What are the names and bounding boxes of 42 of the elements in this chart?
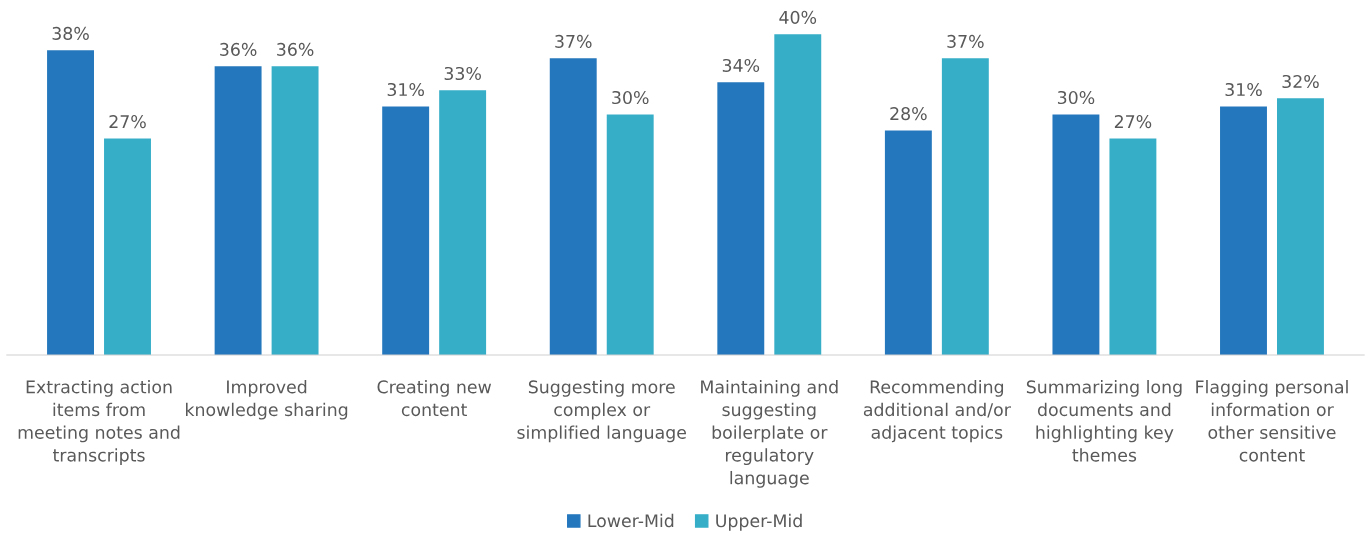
- x-tick-label: Summarizing long documents and highlighting key themes: [1026, 380, 1182, 462]
- data-label: 30%: [1057, 90, 1095, 105]
- bar: [271, 66, 319, 355]
- data-label: 30%: [612, 90, 649, 105]
- bar: [606, 114, 654, 355]
- bar: [941, 58, 989, 355]
- x-tick-label: Flagging personal information or other sensitive content: [1196, 380, 1348, 462]
- data-label: 28%: [890, 107, 927, 121]
- bar: [717, 82, 765, 355]
- data-label: 36%: [220, 42, 257, 56]
- data-label: 37%: [555, 34, 592, 48]
- x-tick-label: Improved knowledge sharing: [186, 380, 348, 420]
- legend-label: Lower-Mid: [588, 513, 674, 528]
- bar: [1109, 138, 1157, 355]
- bar: [549, 58, 597, 355]
- data-label: 32%: [1282, 74, 1319, 89]
- x-tick-label: Maintaining and suggesting boilerplate or regulatory language: [701, 380, 838, 488]
- bar: [104, 138, 151, 355]
- data-label: 40%: [779, 10, 817, 24]
- data-label: 37%: [947, 34, 984, 48]
- data-label: 33%: [444, 66, 481, 81]
- bar: [1277, 98, 1324, 355]
- legend-label: Upper-Mid: [716, 513, 802, 531]
- bar: [47, 50, 94, 355]
- bar: [382, 106, 430, 355]
- data-label: 31%: [387, 82, 424, 97]
- data-label: 31%: [1225, 82, 1262, 97]
- data-label: 27%: [1114, 115, 1152, 129]
- bar: [884, 130, 932, 355]
- data-label: 38%: [52, 26, 89, 40]
- data-label: 36%: [277, 42, 314, 56]
- x-tick-label: Creating new content: [377, 380, 492, 417]
- bar: [774, 34, 822, 355]
- bar: [1220, 106, 1267, 355]
- bar: [1052, 114, 1100, 355]
- x-tick-label: Recommending additional and/or adjacent topics: [863, 380, 1011, 443]
- data-label: 34%: [722, 58, 760, 73]
- bar: [214, 66, 262, 355]
- x-tick-label: Extracting action items from meeting notes and transcripts: [18, 380, 180, 466]
- bar: [439, 90, 487, 355]
- x-tick-label: Suggesting more complex or simplified language: [517, 380, 687, 443]
- data-label: 27%: [109, 115, 146, 129]
